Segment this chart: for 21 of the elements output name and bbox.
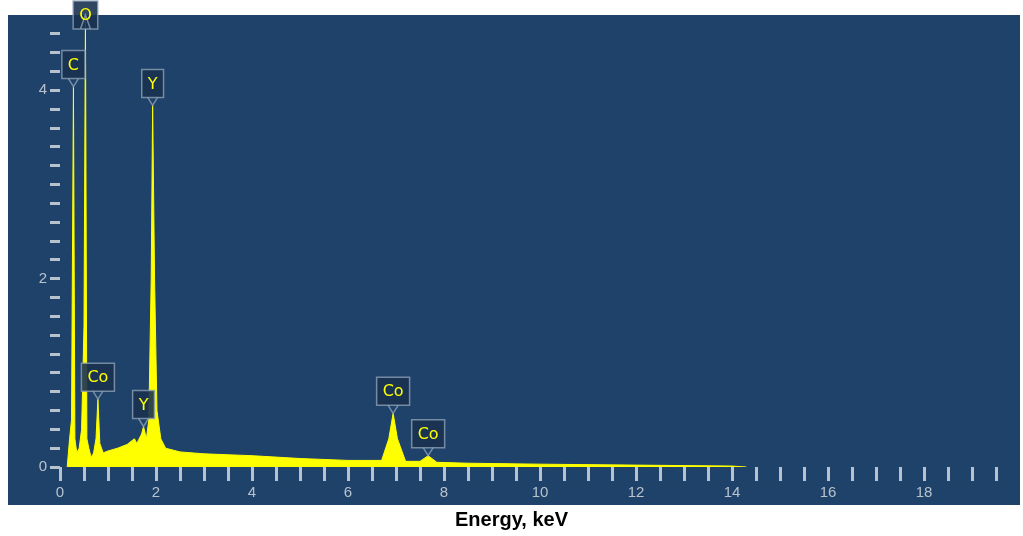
annotation: Y	[137, 394, 149, 414]
annotation: Co	[382, 381, 404, 401]
x-tick-label: 8	[439, 483, 449, 501]
x-tick-label: 10	[531, 483, 549, 501]
annotation: C	[67, 54, 80, 74]
x-tick-label: 4	[247, 483, 257, 501]
x-tick-label: 18	[915, 483, 933, 501]
y-tick-label: 0	[38, 457, 47, 475]
x-tick-label: 12	[627, 483, 645, 501]
x-tick-label: 0	[55, 483, 65, 501]
y-tick-label: 2	[38, 268, 47, 286]
annotation: Y	[146, 73, 158, 93]
x-tick-label: 6	[343, 483, 353, 501]
x-axis-title: Energy, keV	[454, 508, 569, 531]
annotation: Co	[87, 367, 109, 387]
annotation: Co	[417, 423, 439, 443]
annotation: O	[79, 5, 92, 25]
y-tick-label: 4	[38, 80, 47, 98]
x-tick-label: 16	[819, 483, 837, 501]
x-tick-label: 14	[723, 483, 741, 501]
x-tick-label: 2	[151, 483, 161, 501]
